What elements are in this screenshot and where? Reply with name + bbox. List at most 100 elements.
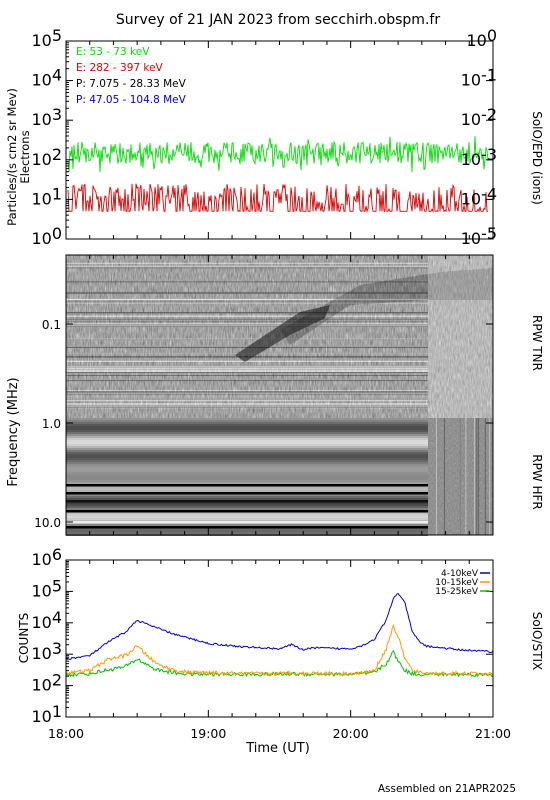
legend-entry: P: 7.075 - 28.33 MeV	[76, 78, 187, 90]
legend-entry: 10-15keV	[435, 578, 479, 588]
hfr-band	[66, 524, 428, 526]
radio-ylabel: Frequency (MHz)	[6, 377, 21, 486]
hfr-band	[66, 521, 428, 524]
hfr-band	[66, 514, 428, 516]
hfr-band	[66, 508, 428, 510]
hfr-band	[66, 492, 428, 495]
hfr-band	[66, 470, 428, 472]
y-right-tick-label: 10-5	[461, 224, 497, 248]
hfr-band	[66, 528, 428, 530]
hfr-band	[66, 444, 428, 446]
hfr-band	[66, 474, 428, 476]
spectrogram-band	[428, 255, 493, 418]
x-tick-label: 21:00	[475, 726, 511, 741]
hfr-band	[66, 532, 428, 534]
y-tick-label: 1.0	[42, 417, 61, 431]
hfr-band	[66, 452, 428, 454]
particles-ylabel: Particles/(s cm2 sr Mev)	[5, 88, 19, 226]
hfr-band	[66, 448, 428, 450]
hfr-band	[66, 498, 428, 500]
y-right-tick-label: 10-1	[461, 66, 497, 90]
hfr-band	[66, 472, 428, 474]
y-tick-label: 103	[31, 105, 62, 129]
hfr-band	[66, 458, 428, 460]
hfr-band	[66, 432, 428, 434]
hfr-band	[66, 426, 428, 428]
series-line-4-10kev	[66, 593, 493, 660]
x-tick-label: 19:00	[190, 726, 226, 741]
y-tick-label: 0.1	[42, 318, 61, 332]
hfr-band	[66, 506, 428, 508]
hfr-band	[66, 438, 428, 440]
hfr-band	[66, 530, 428, 532]
hfr-band	[66, 480, 428, 482]
hfr-band	[66, 478, 428, 480]
hfr-band	[66, 490, 428, 492]
hfr-band	[66, 476, 428, 478]
hfr-band	[66, 420, 428, 422]
radio-burst	[235, 305, 330, 362]
hfr-band	[66, 440, 428, 442]
legend-entry: E: 282 - 397 keV	[76, 62, 164, 74]
legend-entry: E: 53 - 73 keV	[76, 46, 150, 58]
hfr-band	[66, 428, 428, 430]
spectrogram-band	[66, 366, 428, 372]
hfr-band	[66, 504, 428, 506]
spectrogram-band	[66, 323, 428, 326]
hfr-band	[66, 454, 428, 456]
particles-panel: 100 101 102 103 104 105 10-5 10-4 10-3 10-2 10-1 10…	[5, 26, 544, 248]
hfr-band	[66, 486, 428, 488]
series-line-15-25kev	[66, 650, 493, 678]
hfr-band	[66, 488, 428, 490]
hfr-band	[66, 464, 428, 466]
y-tick-label: 105	[31, 576, 62, 600]
hfr-band	[66, 446, 428, 448]
hfr-band	[66, 462, 428, 464]
y-right-tick-label: 10-4	[461, 184, 497, 208]
hfr-band	[66, 430, 428, 432]
hfr-band	[66, 484, 428, 487]
particles-ylabel-2: Electrons	[18, 130, 32, 183]
hfr-band	[66, 450, 428, 452]
legend-entry: 4-10keV	[441, 569, 479, 579]
series-line-10-15kev	[66, 623, 493, 677]
hfr-band	[66, 442, 428, 444]
xray-right-label: SolO/STIX	[530, 612, 544, 671]
xray-xlabel: Time (UT)	[245, 741, 310, 756]
radio-hfr-spectrogram	[66, 418, 493, 536]
series-line-electrons-low	[67, 136, 489, 173]
series-line-electrons-high	[67, 183, 488, 213]
hfr-band	[66, 500, 428, 503]
y-tick-label: 106	[31, 545, 62, 569]
hfr-band	[66, 518, 428, 520]
hfr-band	[66, 460, 428, 462]
hfr-band	[66, 482, 428, 484]
x-tick-label: 20:00	[333, 726, 369, 741]
hfr-band	[66, 456, 428, 458]
y-tick-label: 102	[31, 145, 62, 169]
radio-right-label-bottom: RPW HFR	[530, 454, 544, 510]
y-tick-label: 100	[31, 224, 62, 248]
radio-tnr-spectrogram	[66, 255, 493, 418]
hfr-band	[66, 512, 428, 514]
hfr-band	[66, 516, 428, 518]
hfr-band	[66, 494, 428, 496]
xray-plot-area	[66, 560, 493, 717]
y-tick-label: 104	[31, 66, 62, 90]
y-tick-label: 101	[31, 702, 62, 726]
radio-right-label-top: RPW TNR	[530, 315, 544, 371]
y-tick-label: 105	[31, 26, 62, 50]
hfr-band	[66, 424, 428, 426]
hfr-band	[66, 434, 428, 436]
y-tick-label: 102	[31, 671, 62, 695]
hfr-band	[66, 526, 428, 529]
legend-entry: 15-25keV	[435, 587, 479, 597]
hfr-band	[66, 510, 428, 513]
footer-note: Assembled on 21APR2025	[378, 783, 516, 795]
hfr-band	[66, 496, 428, 498]
page-title: Survey of 21 JAN 2023 from secchirh.obsp…	[116, 12, 440, 28]
legend-entry: P: 47.05 - 104.8 MeV	[76, 94, 187, 106]
xray-panel: 101 102 103 104 105 106 18:00 19:00 20:00 21:00 4…	[17, 545, 544, 756]
y-right-tick-label: 100	[466, 26, 497, 50]
